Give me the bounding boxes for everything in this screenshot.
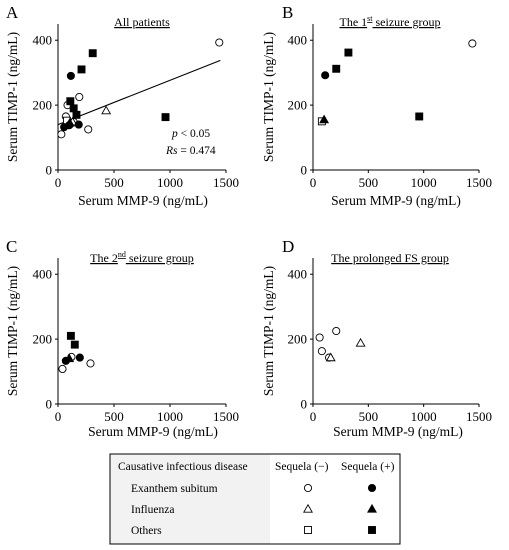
x-tick-label: 1500 xyxy=(466,409,492,424)
legend-row-label-exanthem: Exanthem subitum xyxy=(131,483,218,495)
panel-title: All patients xyxy=(114,15,170,29)
y-tick-label: 400 xyxy=(288,33,308,48)
x-tick-label: 500 xyxy=(359,175,379,190)
panel-b: B The 1st seizure group 0 500 1000 1500 0 200 40… xyxy=(261,3,492,208)
data-point-square-filled xyxy=(69,104,78,113)
y-tick-label: 200 xyxy=(288,98,308,113)
x-axis-label: Serum MMP-9 (ng/mL) xyxy=(333,424,463,439)
data-point-circle-open xyxy=(75,92,84,102)
y-tick-label: 0 xyxy=(301,163,308,178)
x-tick-label: 500 xyxy=(104,409,124,424)
y-tick-label: 200 xyxy=(33,98,53,113)
data-point-square-filled xyxy=(66,97,75,106)
y-axis-label: Serum TIMP-1 (ng/mL) xyxy=(261,266,276,396)
data-point-circle-open xyxy=(215,38,224,47)
data-point-square-filled xyxy=(88,49,97,58)
legend-frame-outline xyxy=(109,453,401,545)
data-point-circle-open xyxy=(315,333,324,342)
x-tick-label: 1000 xyxy=(411,175,437,190)
data-point-triangle-open xyxy=(355,337,366,347)
y-tick-label: 400 xyxy=(33,33,53,48)
x-tick-label: 1000 xyxy=(411,409,437,424)
data-point-square-filled xyxy=(66,331,75,340)
x-axis-label: Serum MMP-9 (ng/mL) xyxy=(331,193,461,208)
panel-letter: D xyxy=(282,237,294,256)
data-point-circle-filled xyxy=(321,71,330,80)
legend-symbol-triangle-filled xyxy=(367,503,377,513)
panel-title: The 1st seizure group xyxy=(340,14,441,29)
x-tick-label: 1000 xyxy=(157,409,183,424)
x-tick-label: 1500 xyxy=(213,175,239,190)
legend-symbol-square-filled xyxy=(368,526,376,534)
rs-annotation: Rs = 0.474 xyxy=(165,145,216,157)
legend-header-bg xyxy=(110,454,270,544)
x-tick-label: 500 xyxy=(104,175,124,190)
x-tick-label: 0 xyxy=(310,409,317,424)
panel-letter: C xyxy=(6,237,17,256)
x-axis-label: Serum MMP-9 (ng/mL) xyxy=(78,193,208,208)
x-tick-label: 1500 xyxy=(213,409,239,424)
trendline xyxy=(57,59,221,126)
data-point-circle-open xyxy=(84,125,93,134)
data-point-square-filled xyxy=(70,340,79,349)
data-point-circle-filled xyxy=(74,120,83,129)
data-point-square-filled xyxy=(344,48,353,57)
y-tick-label: 200 xyxy=(288,332,308,347)
y-tick-label: 400 xyxy=(288,267,308,282)
x-tick-label: 0 xyxy=(55,175,62,190)
legend-symbol-square-open xyxy=(304,526,312,534)
data-point-square-filled xyxy=(332,64,341,73)
data-point-triangle-filled xyxy=(64,117,75,127)
panel-c: C The 2nd seizure group 0 500 1000 1500 0 200 40… xyxy=(5,237,239,439)
y-tick-label: 200 xyxy=(33,332,53,347)
p-value-annotation: p < 0.05 xyxy=(171,128,210,140)
panel-title: The 2nd seizure group xyxy=(90,250,194,265)
data-point-circle-open xyxy=(317,347,326,356)
y-tick-label: 400 xyxy=(33,267,53,282)
legend-row-label-influenza: Influenza xyxy=(131,504,174,516)
y-axis-label: Serum TIMP-1 (ng/mL) xyxy=(5,266,20,396)
legend-table: Causative infectious disease Sequela (−)… xyxy=(109,453,401,545)
y-axis-label: Serum TIMP-1 (ng/mL) xyxy=(261,32,276,162)
data-point-square-filled xyxy=(77,65,86,74)
panel-d: D The prolonged FS group 0 500 1000 1500 0 200 4… xyxy=(261,237,492,439)
y-tick-label: 0 xyxy=(46,397,53,412)
data-point-circle-open xyxy=(57,130,66,139)
y-axis-label: Serum TIMP-1 (ng/mL) xyxy=(5,32,20,162)
x-tick-label: 0 xyxy=(310,175,317,190)
x-tick-label: 500 xyxy=(359,409,379,424)
x-tick-label: 1500 xyxy=(466,175,492,190)
data-point-triangle-open xyxy=(101,105,112,115)
data-point-circle-filled xyxy=(75,353,84,362)
data-point-circle-open xyxy=(332,326,341,336)
x-tick-label: 0 xyxy=(55,409,62,424)
data-point-circle-filled xyxy=(66,71,75,80)
data-point-triangle-filled xyxy=(319,114,330,124)
y-tick-label: 0 xyxy=(46,163,53,178)
x-tick-label: 1000 xyxy=(157,175,183,190)
legend-header: Causative infectious disease xyxy=(118,461,248,473)
data-point-square-filled xyxy=(161,113,170,122)
panel-a: A All patients 0 500 1000 1500 0 200 400 Serum MM… xyxy=(5,3,239,208)
legend-symbol-circle-filled xyxy=(367,483,377,493)
data-point-circle-open xyxy=(58,364,67,374)
data-point-triangle-filled xyxy=(64,353,75,363)
data-point-square-filled xyxy=(415,112,424,121)
y-tick-label: 0 xyxy=(301,397,308,412)
data-point-square-filled xyxy=(72,110,81,119)
legend-row-label-others: Others xyxy=(131,525,162,537)
legend-col-plus: Sequela (+) xyxy=(341,461,395,473)
panel-letter: B xyxy=(282,3,293,22)
legend-symbol-circle-open xyxy=(303,483,313,493)
data-point-circle-open xyxy=(468,39,477,48)
panel-letter: A xyxy=(6,3,19,22)
data-point-circle-open xyxy=(86,359,95,368)
legend-col-minus: Sequela (−) xyxy=(275,461,329,473)
x-axis-label: Serum MMP-9 (ng/mL) xyxy=(88,424,218,439)
panel-title: The prolonged FS group xyxy=(331,251,449,265)
data-point-triangle-open xyxy=(325,352,336,362)
legend-symbol-triangle-open xyxy=(303,503,313,513)
